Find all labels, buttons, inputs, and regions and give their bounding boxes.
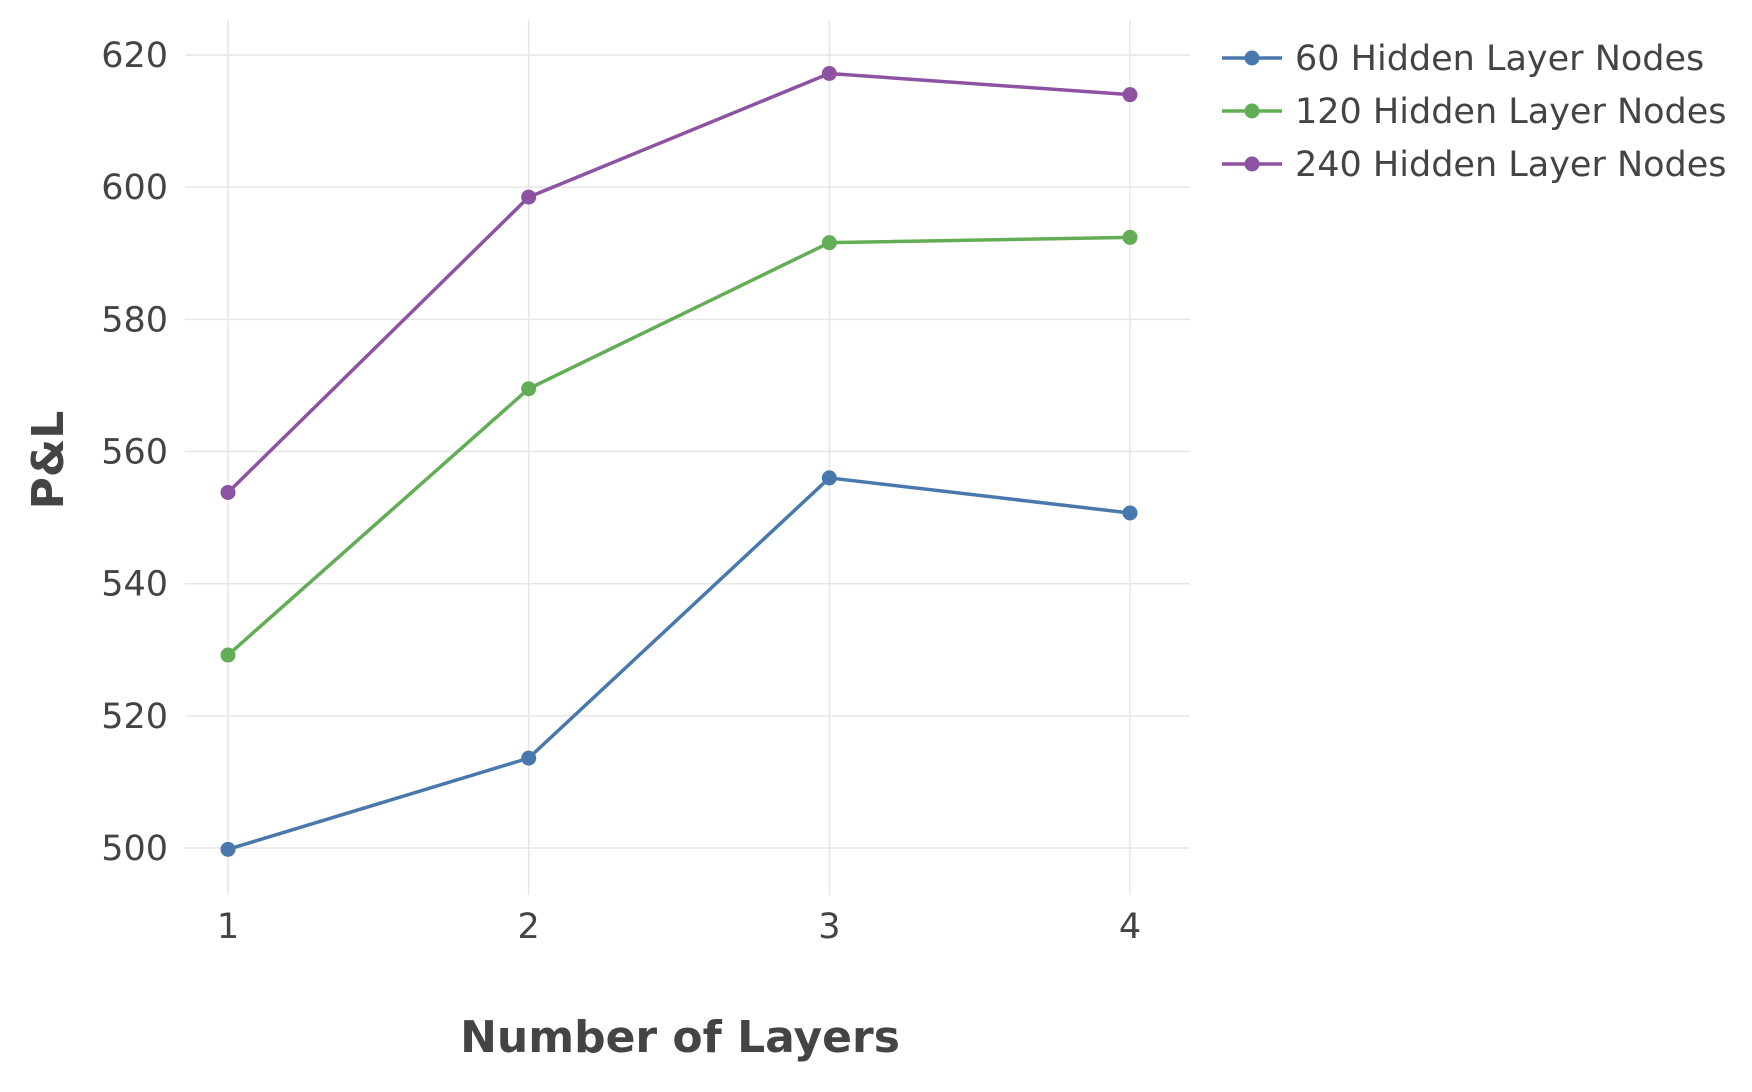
y-tick-label: 560	[101, 433, 168, 473]
data-point[interactable]	[821, 235, 837, 251]
y-tick-label: 540	[101, 565, 168, 605]
data-point[interactable]	[821, 66, 837, 82]
x-tick-label: 1	[217, 907, 239, 947]
legend-marker-swatch	[1244, 50, 1260, 66]
legend: 60 Hidden Layer Nodes 120 Hidden Layer No…	[1222, 39, 1727, 185]
y-tick-label: 600	[101, 168, 168, 208]
legend-marker-swatch	[1244, 103, 1260, 119]
series-line	[226, 235, 1132, 657]
grid	[185, 20, 1190, 895]
series-2	[220, 229, 1138, 663]
legend-marker-swatch	[1244, 156, 1260, 172]
legend-label: 240 Hidden Layer Nodes	[1295, 145, 1727, 185]
y-tick-label: 520	[101, 697, 168, 737]
y-tick-label: 620	[101, 36, 168, 76]
series-line	[226, 476, 1132, 852]
y-tick-label: 580	[101, 300, 168, 340]
data-point[interactable]	[220, 647, 236, 663]
data-point[interactable]	[521, 750, 537, 766]
data-point[interactable]	[1122, 229, 1138, 245]
y-axis-title: P&L	[23, 411, 74, 510]
y-tick-label: 500	[101, 829, 168, 869]
legend-label: 120 Hidden Layer Nodes	[1295, 92, 1727, 132]
series-1	[220, 470, 1138, 857]
data-point[interactable]	[1122, 505, 1138, 521]
data-point[interactable]	[220, 841, 236, 857]
data-point[interactable]	[521, 381, 537, 397]
series-3	[220, 66, 1138, 500]
x-tick-label: 2	[518, 907, 540, 947]
series-line	[226, 71, 1132, 495]
legend-label: 60 Hidden Layer Nodes	[1295, 39, 1704, 79]
data-point[interactable]	[1122, 87, 1138, 103]
y-axis-ticks: 500 520 540 560 580 600 620	[101, 36, 168, 869]
x-tick-label: 3	[818, 907, 840, 947]
legend-item[interactable]: 120 Hidden Layer Nodes	[1222, 92, 1727, 132]
legend-item[interactable]: 240 Hidden Layer Nodes	[1222, 145, 1727, 185]
data-point[interactable]	[821, 470, 837, 486]
legend-item[interactable]: 60 Hidden Layer Nodes	[1222, 39, 1704, 79]
data-point[interactable]	[220, 484, 236, 500]
data-point[interactable]	[521, 189, 537, 205]
x-axis-title: Number of Layers	[460, 1012, 900, 1063]
x-tick-label: 4	[1119, 907, 1141, 947]
x-axis-ticks: 1 2 3 4	[217, 907, 1141, 947]
series-group	[220, 66, 1138, 857]
